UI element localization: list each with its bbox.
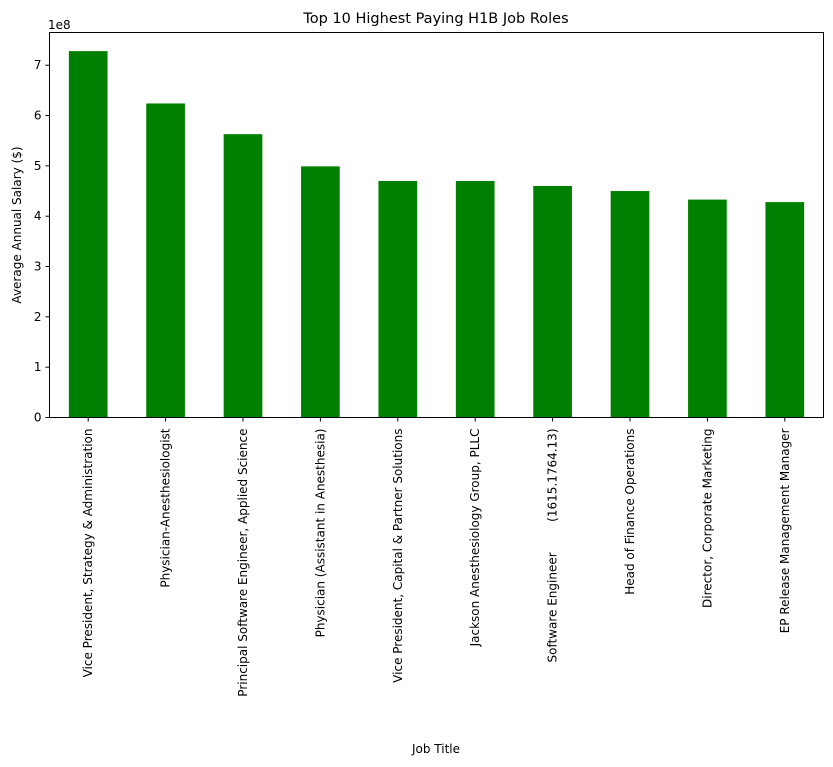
- y-tick-label: 7: [34, 58, 42, 72]
- y-tick-label: 0: [34, 411, 42, 425]
- bar: [688, 199, 727, 418]
- y-axis-label: Average Annual Salary ($): [10, 146, 24, 303]
- bar: [610, 191, 650, 418]
- x-tick-label: Physician (Assistant in Anesthesia): [313, 429, 327, 638]
- x-tick-label: Software Engineer (1615.1764.13): [546, 429, 560, 663]
- x-tick-label: Head of Finance Operations: [623, 429, 637, 595]
- bar: [146, 103, 185, 418]
- bar: [68, 51, 108, 418]
- x-tick-label: Director, Corporate Marketing: [700, 429, 714, 608]
- x-tick-label: Vice President, Strategy & Administratio…: [81, 429, 95, 678]
- bars-group: [68, 51, 805, 418]
- y-tick-label: 3: [34, 260, 42, 274]
- x-tick-label: Physician-Anesthesiologist: [159, 428, 173, 587]
- y-tick-label: 2: [34, 310, 42, 324]
- chart-title: Top 10 Highest Paying H1B Job Roles: [302, 11, 568, 27]
- x-tick-label: Vice President, Capital & Partner Soluti…: [391, 429, 405, 683]
- x-tick-label: Principal Software Engineer, Applied Sci…: [236, 429, 250, 697]
- y-tick-label: 4: [34, 209, 42, 223]
- y-tick-label: 6: [34, 109, 42, 123]
- plot-frame: [49, 32, 824, 418]
- bar: [378, 180, 418, 418]
- x-axis: Vice President, Strategy & Administratio…: [81, 417, 792, 697]
- bar: [533, 185, 572, 418]
- bar: [223, 134, 263, 418]
- x-axis-label: Job Title: [411, 742, 460, 756]
- bar: [765, 202, 805, 418]
- y-axis: 0 1 2 3 4 5 6 7: [34, 58, 50, 425]
- bar: [301, 166, 340, 418]
- x-tick-label: EP Release Management Manager: [778, 428, 792, 633]
- y-tick-label: 1: [34, 360, 42, 374]
- y-tick-label: 5: [34, 159, 42, 173]
- x-tick-label: Jackson Anesthesiology Group, PLLC: [468, 429, 482, 648]
- bar: [455, 180, 495, 418]
- y-axis-scale-label: 1e8: [48, 18, 71, 32]
